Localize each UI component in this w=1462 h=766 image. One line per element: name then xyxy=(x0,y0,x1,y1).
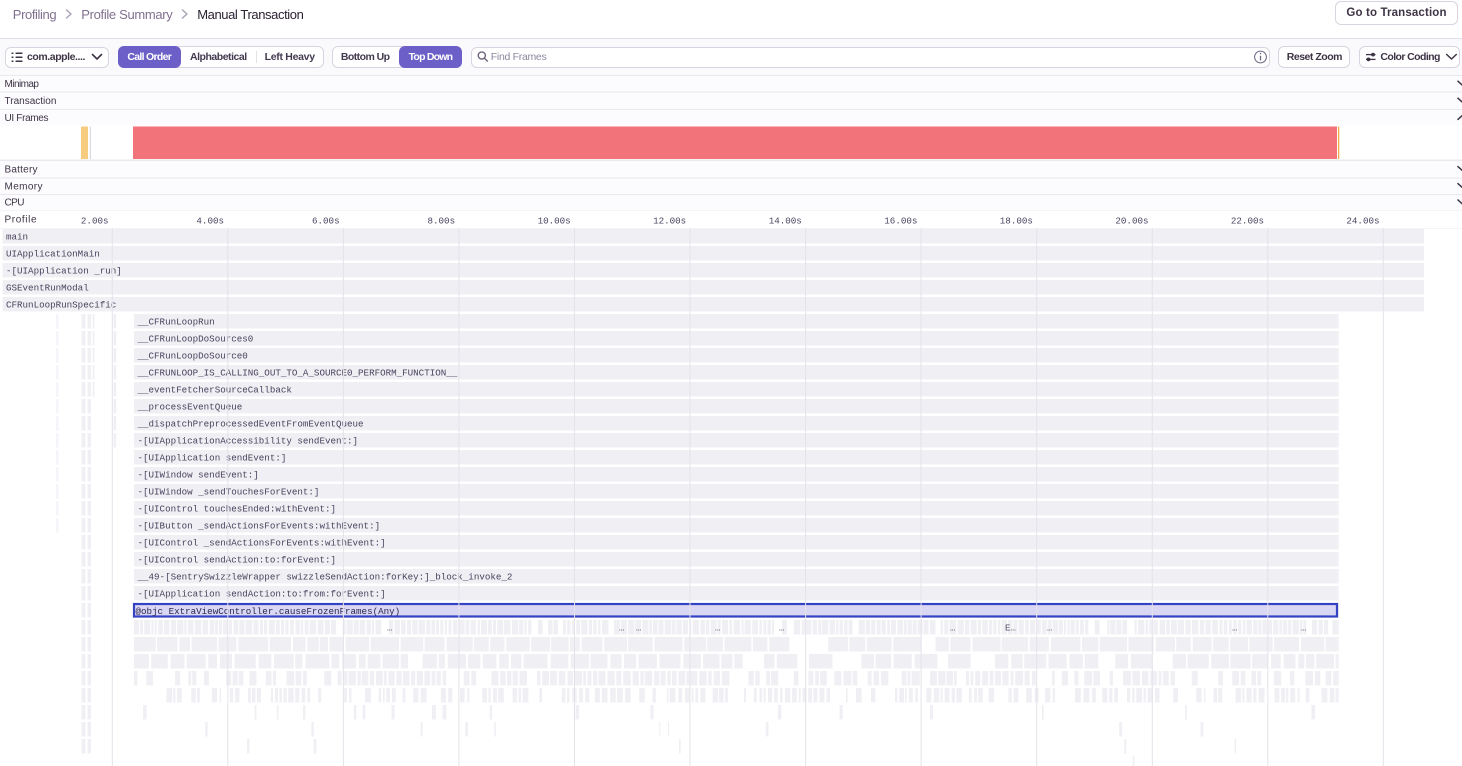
svg-text:UIApplicationMain: UIApplicationMain xyxy=(6,249,100,260)
svg-text:12.00s: 12.00s xyxy=(653,216,686,227)
svg-text:-[UIWindow sendEvent:]: -[UIWindow sendEvent:] xyxy=(138,470,259,481)
svg-text:__CFRUNLOOP_IS_CALLING_OUT_TO_: __CFRUNLOOP_IS_CALLING_OUT_TO_A_SOURCE0_… xyxy=(137,368,458,379)
svg-text:2.00s: 2.00s xyxy=(81,216,109,227)
svg-text:4.00s: 4.00s xyxy=(196,216,224,227)
svg-text:-[UIApplicationAccessibility s: -[UIApplicationAccessibility sendEvent:] xyxy=(138,436,359,447)
svg-text:…: … xyxy=(715,623,720,633)
svg-text:__dispatchPreprocessedEventFro: __dispatchPreprocessedEventFromEventQueu… xyxy=(137,419,364,430)
svg-text:16.00s: 16.00s xyxy=(884,216,917,227)
svg-text:GSEventRunModal: GSEventRunModal xyxy=(6,283,89,294)
svg-text:-[UIControl _sendActionsForEve: -[UIControl _sendActionsForEvents:withEv… xyxy=(138,538,386,549)
svg-text:__CFRunLoopDoSource0: __CFRunLoopDoSource0 xyxy=(137,351,248,362)
svg-text:__49-[SentrySwizzleWrapper swi: __49-[SentrySwizzleWrapper swizzleSendAc… xyxy=(137,572,513,583)
svg-text:-[UIApplication sendAction:to:: -[UIApplication sendAction:to:from:forEv… xyxy=(138,589,386,600)
svg-text:-[UIControl touchesEnded:withE: -[UIControl touchesEnded:withEvent:] xyxy=(138,504,336,515)
svg-text:-[UIApplication _run]: -[UIApplication _run] xyxy=(6,266,122,277)
svg-text:6.00s: 6.00s xyxy=(312,216,340,227)
svg-text:24.00s: 24.00s xyxy=(1346,216,1379,227)
svg-text:…: … xyxy=(619,623,624,633)
svg-text:…: … xyxy=(950,623,955,633)
svg-text:E…: E… xyxy=(1005,623,1016,633)
svg-text:Minimap: Minimap xyxy=(5,79,40,90)
svg-text:10.00s: 10.00s xyxy=(538,216,571,227)
svg-text:CPU: CPU xyxy=(5,198,25,209)
svg-text:…: … xyxy=(1301,623,1306,633)
svg-text:14.00s: 14.00s xyxy=(769,216,802,227)
svg-text:__CFRunLoopDoSources0: __CFRunLoopDoSources0 xyxy=(137,334,254,345)
svg-text:Battery: Battery xyxy=(5,164,38,175)
svg-text:@objc ExtraViewController.caus: @objc ExtraViewController.causeFrozenFra… xyxy=(136,606,401,617)
svg-text:…: … xyxy=(387,623,392,633)
svg-text:CFRunLoopRunSpecific: CFRunLoopRunSpecific xyxy=(6,300,116,311)
svg-text:__eventFetcherSourceCallback: __eventFetcherSourceCallback xyxy=(137,385,293,396)
svg-text:…: … xyxy=(636,623,641,633)
svg-text:__processEventQueue: __processEventQueue xyxy=(137,402,243,413)
svg-text:8.00s: 8.00s xyxy=(428,216,456,227)
svg-text:…: … xyxy=(1232,623,1237,633)
svg-text:…: … xyxy=(1047,623,1052,633)
svg-text:20.00s: 20.00s xyxy=(1115,216,1148,227)
svg-text:-[UIControl sendAction:to:forE: -[UIControl sendAction:to:forEvent:] xyxy=(138,555,336,566)
svg-text:-[UIApplication sendEvent:]: -[UIApplication sendEvent:] xyxy=(138,453,287,464)
svg-text:-[UIWindow _sendTouchesForEven: -[UIWindow _sendTouchesForEvent:] xyxy=(138,487,320,498)
svg-text:22.00s: 22.00s xyxy=(1231,216,1264,227)
svg-text:main: main xyxy=(6,232,28,243)
svg-text:-[UIButton _sendActionsForEven: -[UIButton _sendActionsForEvents:withEve… xyxy=(138,521,381,532)
svg-text:Transaction: Transaction xyxy=(5,96,57,107)
svg-text:Memory: Memory xyxy=(5,181,43,192)
svg-text:Profile: Profile xyxy=(5,215,38,226)
svg-text:18.00s: 18.00s xyxy=(1000,216,1033,227)
svg-text:__CFRunLoopRun: __CFRunLoopRun xyxy=(137,317,215,328)
svg-text:UI Frames: UI Frames xyxy=(5,113,49,124)
svg-text:…: … xyxy=(779,623,784,633)
